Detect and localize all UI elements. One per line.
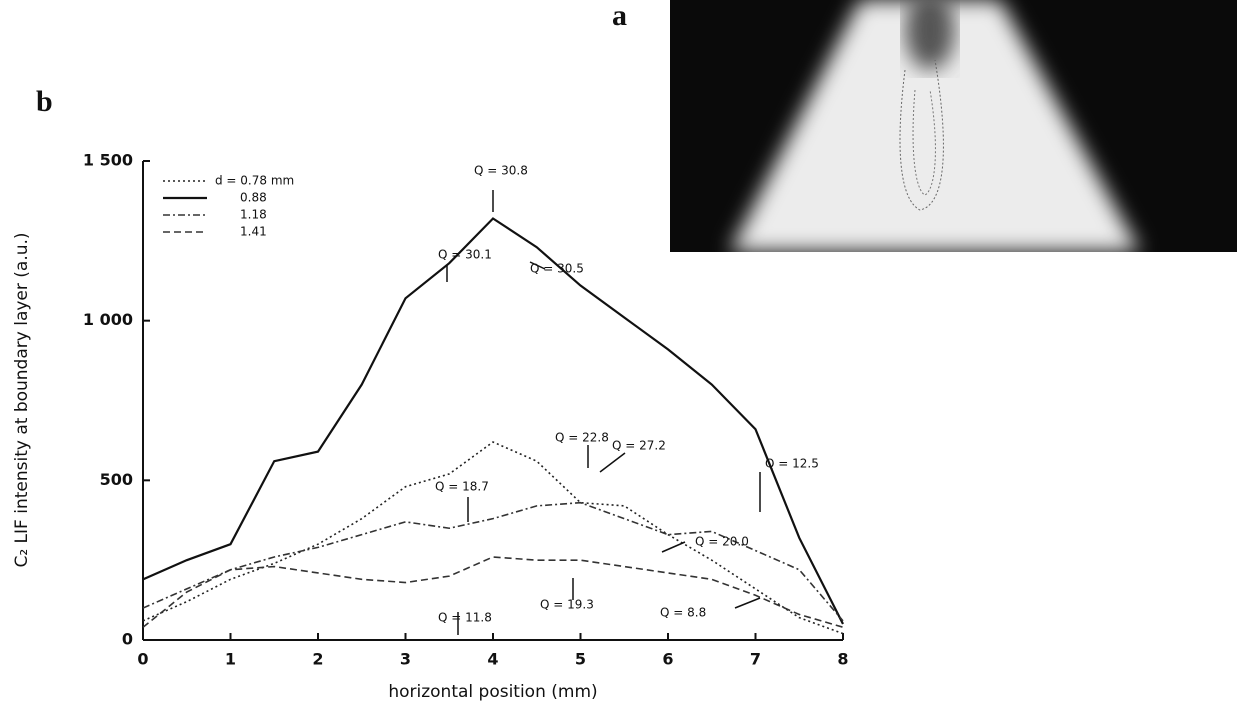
series-line: [142, 217, 844, 625]
annotation-leader: [529, 261, 546, 270]
x-axis-label: horizontal position (mm): [388, 682, 597, 702]
annotation: Q = 12.5: [765, 457, 819, 471]
series-line: [142, 501, 844, 622]
annotation: Q = 18.7: [435, 480, 489, 494]
annotation: Q = 30.5: [530, 262, 584, 276]
x-tick-label: 5: [575, 650, 586, 669]
series-line: [142, 441, 844, 635]
annotation: Q = 27.2: [612, 439, 666, 453]
x-tick-label: 6: [662, 650, 673, 669]
x-tick-label: 0: [137, 650, 148, 669]
x-tick-label: 2: [312, 650, 323, 669]
annotation: Q = 20.0: [695, 535, 749, 549]
x-tick-label: 1: [225, 650, 236, 669]
annotation: Q = 19.3: [540, 598, 594, 612]
panel-label: b: [36, 85, 53, 118]
panel-label: a: [612, 0, 627, 32]
legend-label: 0.88: [240, 191, 267, 205]
y-axis-label: C₂ LIF intensity at boundary layer (a.u.…: [12, 232, 32, 567]
annotation-leader: [661, 541, 686, 553]
photo-panel: [670, 0, 1237, 252]
annotation-leader: [599, 452, 626, 473]
annotation: Q = 8.8: [660, 606, 706, 620]
x-tick-label: 8: [837, 650, 848, 669]
series-line: [142, 556, 844, 628]
annotation: Q = 22.8: [555, 431, 609, 445]
legend-label: d = 0.78 mm: [215, 174, 294, 188]
annotation: Q = 30.1: [438, 248, 492, 262]
y-tick-label: 1 500: [83, 151, 133, 170]
y-tick-label: 500: [100, 470, 133, 489]
annotation: Q = 11.8: [438, 611, 492, 625]
x-tick-label: 3: [400, 650, 411, 669]
y-tick-label: 0: [122, 630, 133, 649]
y-tick-label: 1 000: [83, 310, 133, 329]
annotation-leader: [734, 597, 761, 609]
legend-label: 1.18: [240, 208, 267, 222]
x-tick-label: 4: [487, 650, 498, 669]
x-tick-label: 7: [750, 650, 761, 669]
legend-label: 1.41: [240, 225, 267, 239]
annotation: Q = 30.8: [474, 164, 528, 178]
